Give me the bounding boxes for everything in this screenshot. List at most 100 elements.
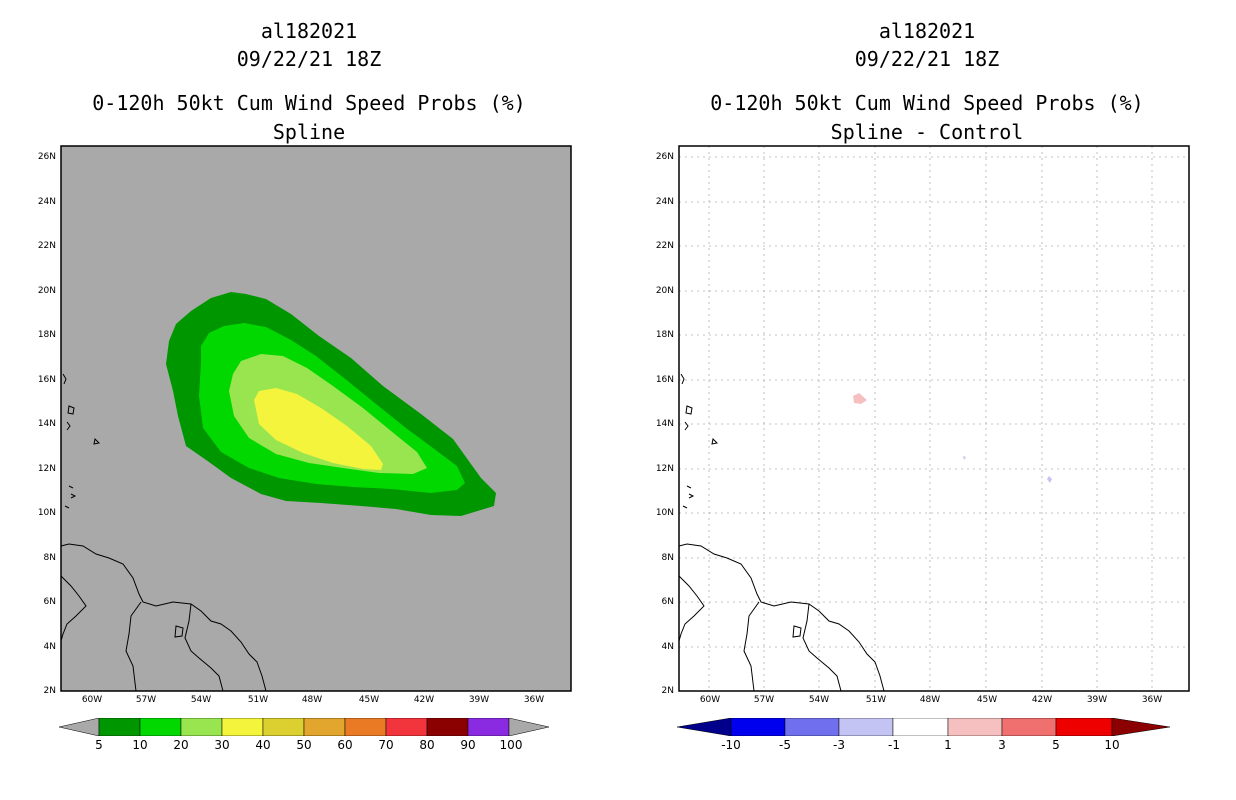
left-colorbar-label-70: 70 [378,738,394,752]
left-colorbar-label-5: 5 [95,738,103,752]
left-map-border [60,145,572,692]
left-coastlines [60,373,267,692]
right-lat-label-24n: 24N [655,197,674,207]
right-map-grid [679,146,1189,691]
left-lat-label-10n: 10N [37,508,56,518]
right-lat-label-4n: 4N [661,642,674,652]
left-colorbar-swatch-20 [180,718,223,736]
right-colorbar-swatch-m3 [838,718,894,736]
left-colorbar-label-100: 100 [499,738,523,752]
left-lat-label-6n: 6N [43,597,56,607]
left-lon-label-36w: 36W [523,695,545,705]
left-lat-label-20n: 20N [37,286,56,296]
left-colorbar-swatch-60 [344,718,387,736]
right-lat-label-8n: 8N [661,553,674,563]
right-colorbar [677,718,1171,736]
left-lat-label-12n: 12N [37,464,56,474]
right-lon-label-54w: 54W [808,695,830,705]
left-colorbar-swatch-5 [98,718,141,736]
left-lon-label-60w: 60W [81,695,103,705]
right-lon-label-51w: 51W [865,695,887,705]
right-colorbar-swatch-m1 [892,718,949,736]
left-map [60,145,572,692]
right-storm-id: al182021 [878,19,976,43]
left-lat-label-16n: 16N [37,375,56,385]
left-colorbar-label-10: 10 [132,738,148,752]
left-colorbar-label-60: 60 [337,738,353,752]
left-colorbar-swatch-80 [426,718,469,736]
right-colorbar-label-m10: -10 [721,738,741,752]
right-coastlines [678,373,885,692]
left-lat-label-2n: 2N [43,686,56,696]
right-colorbar-label-p3: 3 [998,738,1006,752]
left-panel: al182021 09/22/21 18Z 0-120h 50kt Cum Wi… [37,20,572,752]
left-lon-label-45w: 45W [358,695,380,705]
right-map-border [678,145,1190,692]
right-colorbar-under-arrow [677,718,732,736]
left-lat-label-8n: 8N [43,553,56,563]
right-lon-label-42w: 42W [1031,695,1053,705]
left-lat-label-18n: 18N [37,330,56,340]
diff-patch-negative [1047,476,1052,483]
left-datetime: 09/22/21 18Z [236,47,382,71]
left-colorbar-swatch-70 [385,718,428,736]
left-lat-label-4n: 4N [43,642,56,652]
left-lat-label-22n: 22N [37,241,56,251]
right-colorbar-swatch-p1 [947,718,1003,736]
right-colorbar-label-p10: 10 [1104,738,1120,752]
right-lat-label-20n: 20N [655,286,674,296]
right-panel: al182021 09/22/21 18Z 0-120h 50kt Cum Wi… [618,0,1236,800]
left-colorbar-over-arrow [508,718,550,736]
left-method-subtitle: Spline [272,120,346,144]
left-colorbar-label-30: 30 [214,738,230,752]
left-colorbar-label-80: 80 [419,738,435,752]
left-lon-label-57w: 57W [135,695,157,705]
right-colorbar-label-m5: -5 [779,738,791,752]
left-colorbar-under-arrow [59,718,100,736]
right-colorbar-swatch-m10 [730,718,786,736]
left-lon-label-48w: 48W [301,695,323,705]
right-lat-label-26n: 26N [655,152,674,162]
left-colorbar-swatch-50 [303,718,346,736]
left-product-title: 0-120h 50kt Cum Wind Speed Probs (%) [92,91,526,115]
right-colorbar-swatch-p3 [1001,718,1057,736]
right-lon-label-60w: 60W [699,695,721,705]
right-colorbar-swatch-m5 [784,718,840,736]
right-product-title: 0-120h 50kt Cum Wind Speed Probs (%) [710,91,1144,115]
left-colorbar [59,718,550,736]
right-lon-label-36w: 36W [1141,695,1163,705]
right-colorbar-swatch-p5 [1055,718,1113,736]
right-colorbar-label-m3: -3 [833,738,845,752]
right-colorbar-over-arrow [1111,718,1171,736]
diff-patch-negative-small [963,456,966,460]
right-map-background [679,146,1189,691]
right-lat-label-14n: 14N [655,419,674,429]
right-lat-label-16n: 16N [655,375,674,385]
right-lat-label-6n: 6N [661,597,674,607]
right-colorbar-label-p1: 1 [944,738,952,752]
left-lat-label-26n: 26N [37,152,56,162]
left-lon-label-39w: 39W [468,695,490,705]
left-lon-label-54w: 54W [190,695,212,705]
right-colorbar-label-p5: 5 [1052,738,1060,752]
right-lon-label-57w: 57W [753,695,775,705]
left-lat-label-14n: 14N [37,419,56,429]
left-lat-label-24n: 24N [37,197,56,207]
left-colorbar-label-90: 90 [460,738,476,752]
left-colorbar-swatch-10 [139,718,182,736]
left-colorbar-label-20: 20 [173,738,189,752]
right-lon-label-39w: 39W [1086,695,1108,705]
right-datetime: 09/22/21 18Z [854,47,1000,71]
right-lat-label-2n: 2N [661,686,674,696]
left-colorbar-swatch-30 [221,718,264,736]
prob-contour-30 [254,388,383,470]
right-lat-label-22n: 22N [655,241,674,251]
right-lat-label-12n: 12N [655,464,674,474]
right-method-subtitle: Spline - Control [830,120,1024,144]
right-lat-label-10n: 10N [655,508,674,518]
left-lon-label-42w: 42W [413,695,435,705]
left-colorbar-label-40: 40 [255,738,271,752]
right-lon-label-48w: 48W [919,695,941,705]
left-colorbar-swatch-40 [262,718,305,736]
left-colorbar-swatch-90 [467,718,510,736]
